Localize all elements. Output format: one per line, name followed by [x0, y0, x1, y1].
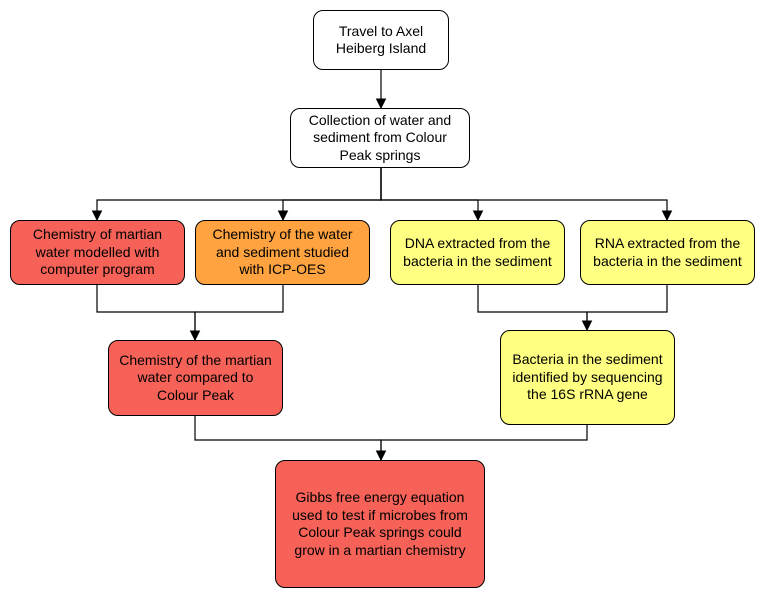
- node-label: Chemistry of the martian water compared …: [119, 352, 272, 405]
- edge: [381, 168, 667, 220]
- edge: [195, 285, 283, 340]
- node-label: Chemistry of martian water modelled with…: [21, 226, 174, 279]
- flowchart-node-n7: Chemistry of the martian water compared …: [108, 340, 283, 416]
- flowchart-node-n8: Bacteria in the sediment identified by s…: [500, 330, 675, 425]
- node-label: Chemistry of the water and sediment stud…: [206, 226, 359, 279]
- flowchart-node-n6: RNA extracted from the bacteria in the s…: [580, 220, 755, 285]
- flowchart-node-n5: DNA extracted from the bacteria in the s…: [390, 220, 565, 285]
- edge: [283, 168, 381, 220]
- node-label: Bacteria in the sediment identified by s…: [511, 351, 664, 404]
- flowchart-node-n3: Chemistry of martian water modelled with…: [10, 220, 185, 285]
- node-label: DNA extracted from the bacteria in the s…: [401, 235, 554, 270]
- flowchart-node-n4: Chemistry of the water and sediment stud…: [195, 220, 370, 285]
- node-label: RNA extracted from the bacteria in the s…: [591, 235, 744, 270]
- edge: [381, 168, 478, 220]
- flowchart-node-n2: Collection of water and sediment from Co…: [290, 108, 470, 168]
- flowchart-node-n1: Travel to Axel Heiberg Island: [313, 10, 449, 70]
- edge: [97, 285, 195, 340]
- edge: [381, 425, 587, 460]
- node-label: Gibbs free energy equation used to test …: [286, 489, 474, 559]
- edge: [478, 285, 587, 330]
- flowchart-canvas: Travel to Axel Heiberg Island Collection …: [0, 0, 765, 600]
- node-label: Travel to Axel Heiberg Island: [324, 23, 438, 58]
- edge: [97, 168, 381, 220]
- node-label: Collection of water and sediment from Co…: [301, 112, 459, 165]
- edge: [195, 416, 381, 460]
- edge: [587, 285, 667, 330]
- flowchart-node-n9: Gibbs free energy equation used to test …: [275, 460, 485, 588]
